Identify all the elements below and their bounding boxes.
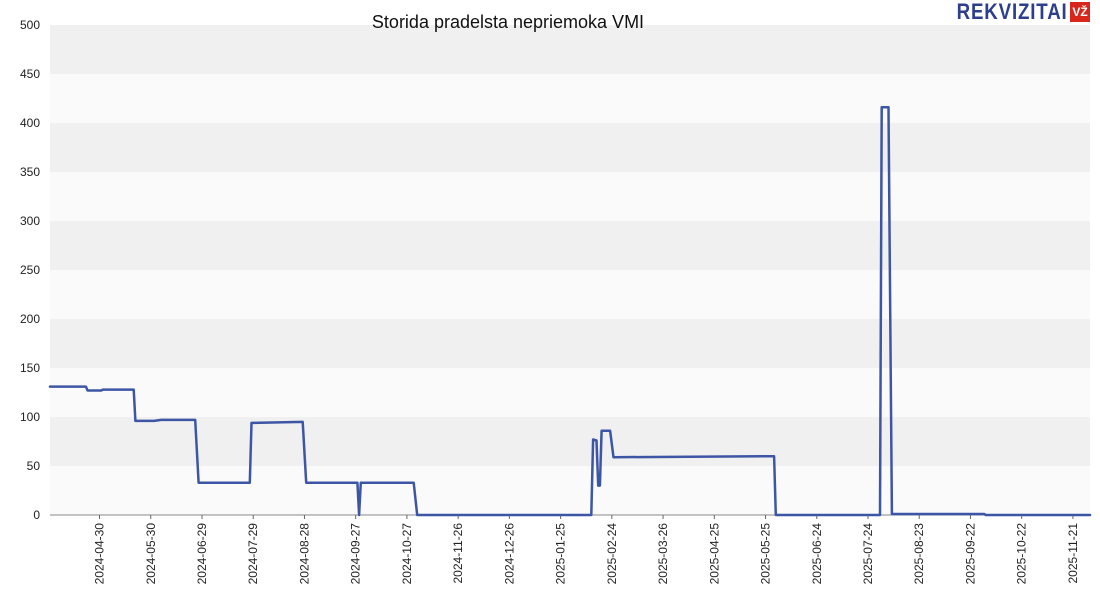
grid-band <box>50 123 1090 172</box>
y-axis: 0 50 100 150 200 250 300 350 400 450 500 <box>20 18 40 522</box>
x-tick-label: 2025-02-24 <box>605 523 619 585</box>
x-tick-label: 2025-04-25 <box>707 523 721 585</box>
x-tick-label: 2024-07-29 <box>246 523 260 585</box>
y-tick-label: 200 <box>20 312 40 326</box>
grid-band <box>50 319 1090 368</box>
y-tick-label: 400 <box>20 116 40 130</box>
y-tick-label: 350 <box>20 165 40 179</box>
x-axis: 2024-04-30 2024-05-30 2024-06-29 2024-07-29… <box>50 514 1090 585</box>
grid-band <box>50 368 1090 417</box>
x-tick-label: 2024-12-26 <box>502 523 516 585</box>
grid-band <box>50 221 1090 270</box>
x-tick-label: 2024-04-30 <box>93 523 107 585</box>
x-tick-label: 2025-05-25 <box>759 523 773 585</box>
x-tick-label: 2025-08-23 <box>912 523 926 585</box>
x-tick-label: 2024-11-26 <box>451 523 465 584</box>
grid-band <box>50 417 1090 466</box>
series-line <box>48 106 1092 517</box>
brand-logo: REKVIZITAI VŽ <box>937 0 1090 24</box>
y-tick-label: 250 <box>20 263 40 277</box>
x-tick-label: 2024-10-27 <box>400 523 414 585</box>
y-tick-label: 0 <box>33 508 40 522</box>
x-tick-label: 2025-10-22 <box>1015 523 1029 585</box>
x-tick-label: 2025-09-22 <box>963 523 977 585</box>
x-tick-label: 2025-01-25 <box>554 523 568 585</box>
grid-bands <box>50 25 1090 515</box>
grid-band <box>50 172 1090 221</box>
logo-text: REKVIZITAI <box>956 0 1068 24</box>
chart-title: Storida pradelsta nepriemoka VMI <box>372 12 644 32</box>
x-tick-label: 2024-05-30 <box>144 523 158 585</box>
y-tick-label: 450 <box>20 67 40 81</box>
logo-badge: VŽ <box>1070 2 1090 22</box>
x-tick-label: 2025-11-21 <box>1066 523 1080 584</box>
x-tick-label: 2025-03-26 <box>656 523 670 585</box>
y-tick-label: 300 <box>20 214 40 228</box>
grid-band <box>50 466 1090 515</box>
x-tick-label: 2024-09-27 <box>349 523 363 585</box>
x-tick-label: 2024-08-28 <box>297 523 311 585</box>
x-tick-label: 2025-06-24 <box>810 523 824 585</box>
x-tick-label: 2024-06-29 <box>195 523 209 585</box>
y-tick-label: 500 <box>20 18 40 32</box>
y-tick-label: 100 <box>20 410 40 424</box>
y-tick-label: 150 <box>20 361 40 375</box>
grid-band <box>50 25 1090 74</box>
series-layer <box>48 106 1092 517</box>
y-tick-label: 50 <box>27 459 41 473</box>
grid-band <box>50 74 1090 123</box>
grid-band <box>50 270 1090 319</box>
x-tick-label: 2025-07-24 <box>861 523 875 585</box>
